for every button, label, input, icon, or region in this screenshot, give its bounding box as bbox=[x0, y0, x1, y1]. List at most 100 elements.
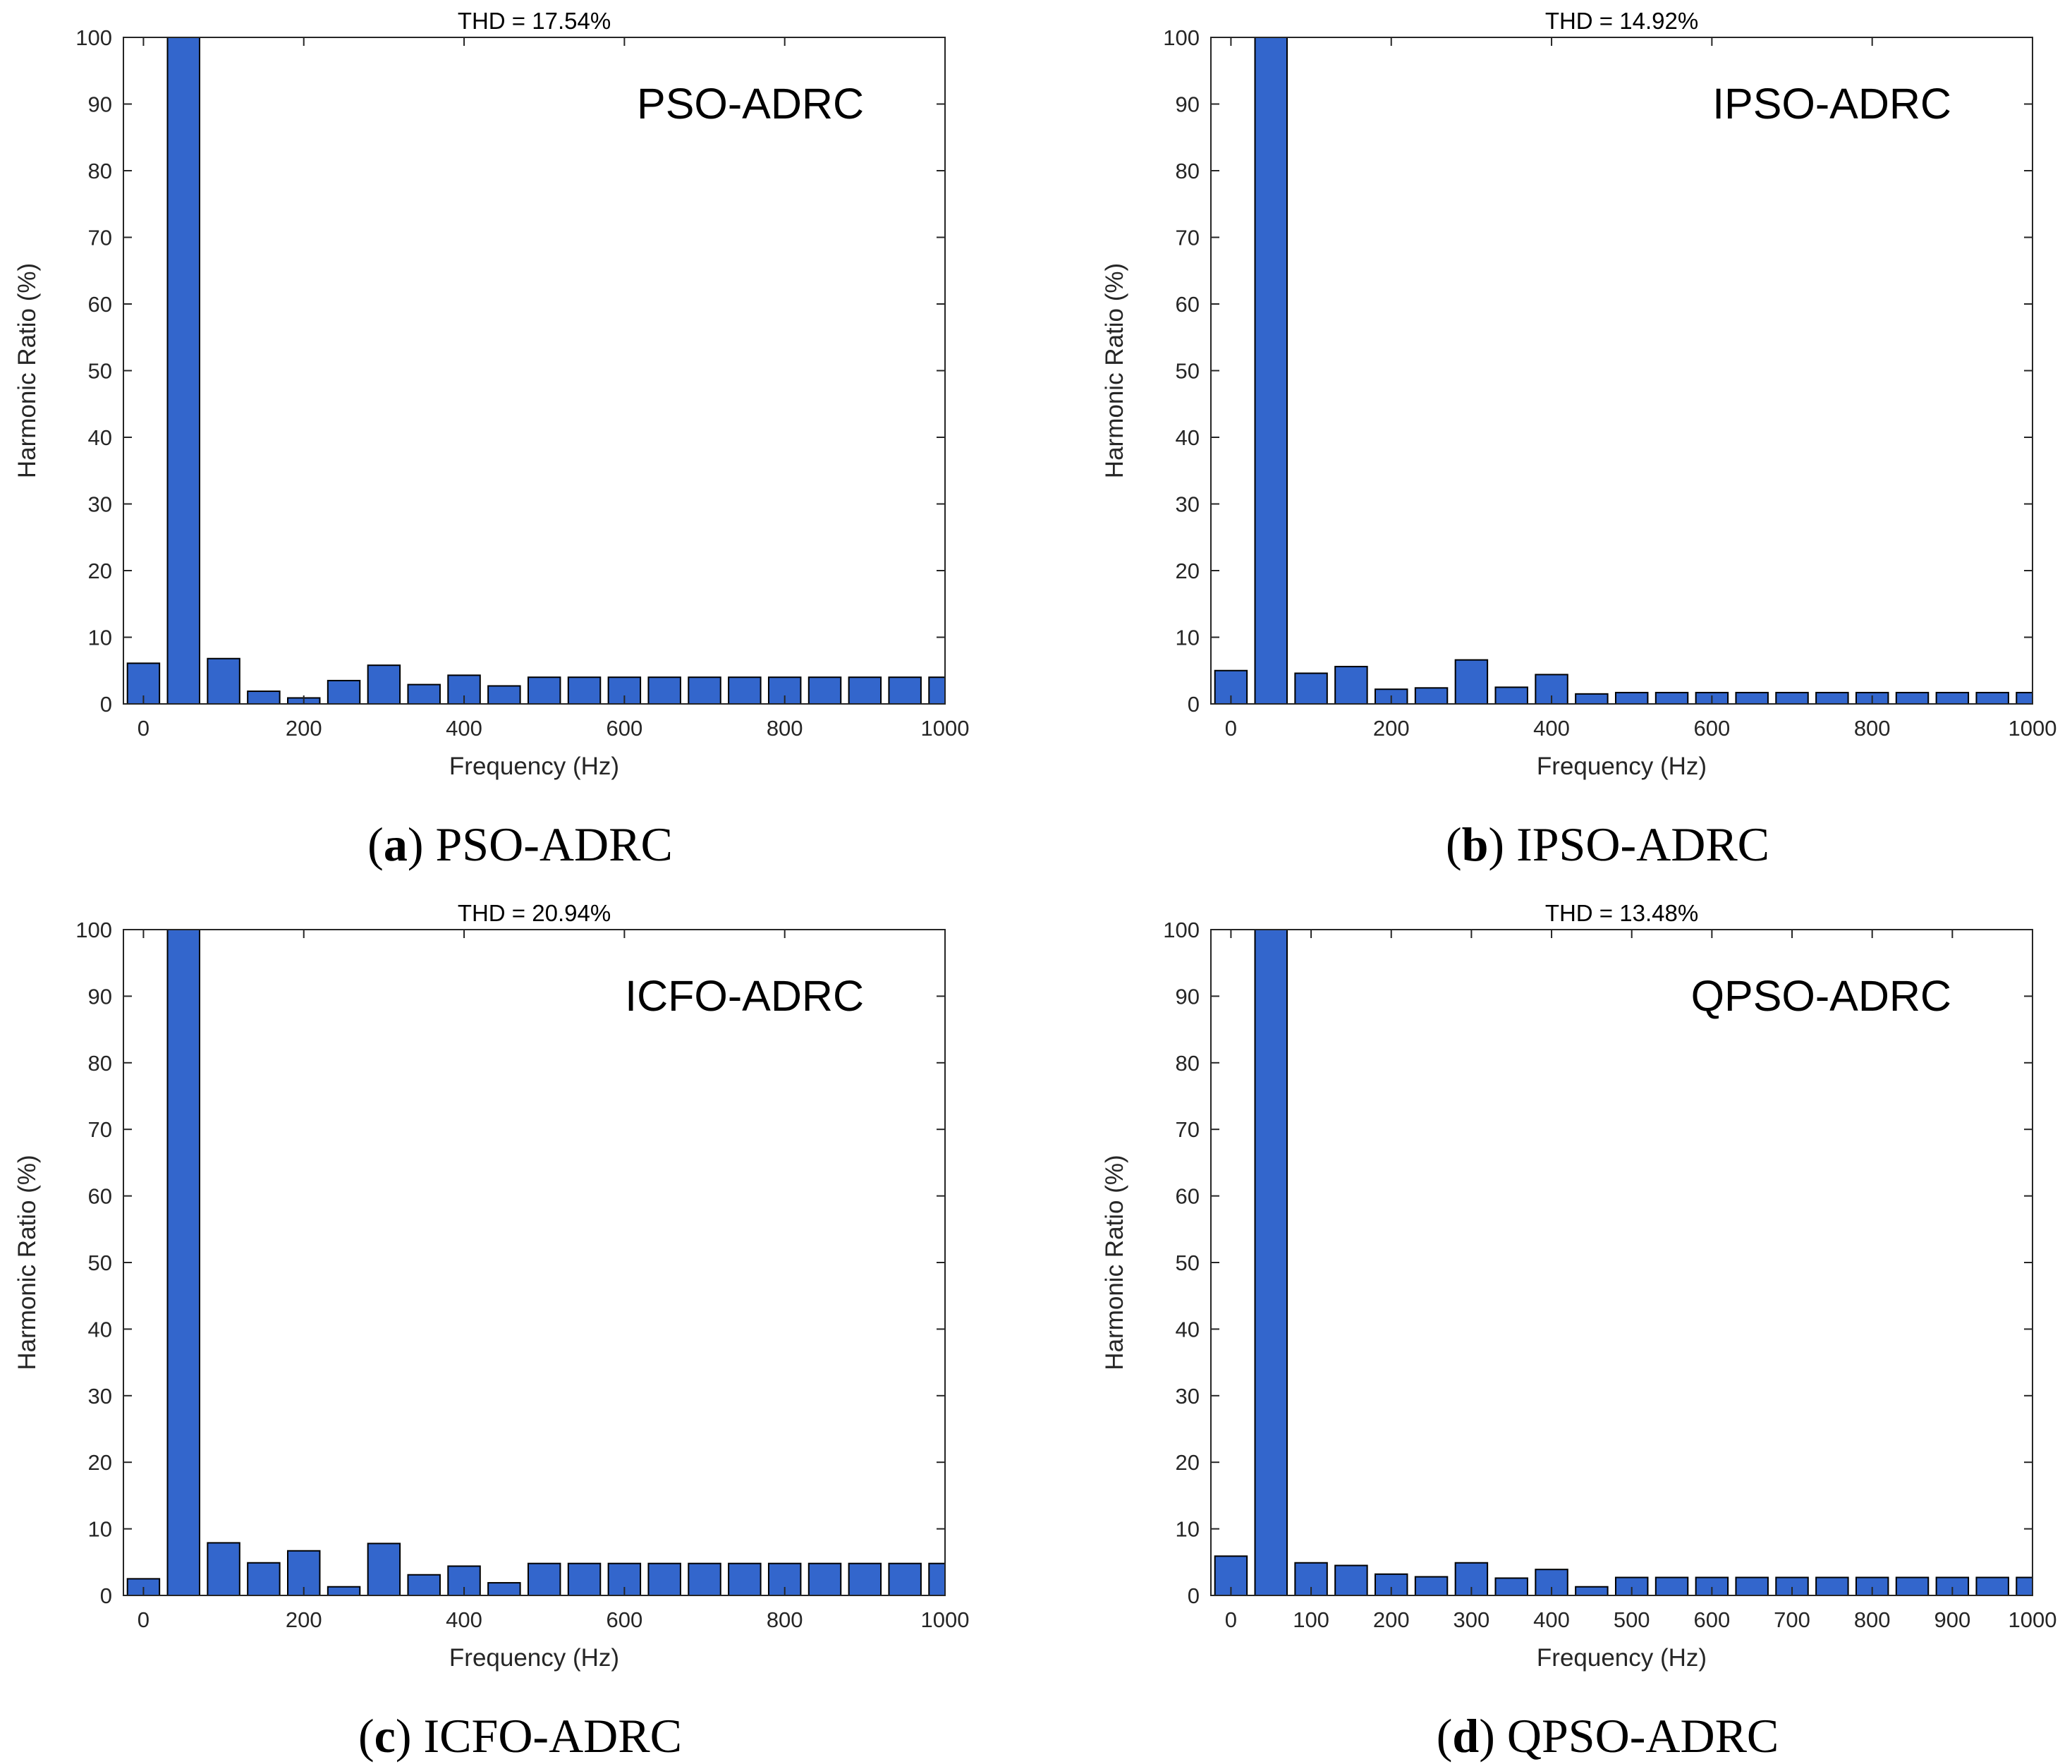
panel-caption: (b) IPSO-ADRC bbox=[1446, 817, 1769, 871]
harmonic-bar-300hz bbox=[367, 1543, 401, 1595]
y-tick-label: 20 bbox=[88, 1450, 112, 1475]
harmonic-bar-650hz bbox=[1735, 691, 1769, 704]
y-axis-ticks: 0 10 20 30 40 50 60 70 80 90 100 bbox=[75, 25, 945, 717]
harmonic-bar-850hz bbox=[808, 1562, 842, 1595]
y-tick-label: 60 bbox=[88, 292, 112, 317]
y-tick-label: 50 bbox=[1176, 1251, 1200, 1275]
y-tick-label: 30 bbox=[1176, 1384, 1200, 1409]
y-tick-label: 100 bbox=[75, 25, 112, 50]
plot-frame bbox=[123, 37, 946, 705]
bars-group bbox=[1214, 37, 2033, 704]
y-tick-label: 100 bbox=[1163, 918, 1200, 942]
y-tick-label: 60 bbox=[88, 1184, 112, 1209]
x-axis-ticks: 0 200 400 600 800 1000 bbox=[1225, 37, 2057, 741]
y-tick-label: 50 bbox=[88, 359, 112, 384]
plot-frame bbox=[123, 929, 946, 1596]
x-tick-label: 800 bbox=[1854, 1607, 1891, 1632]
panel-c: THD = 20.94% 0 200 400 600 800 1000 0 10 20 30 40… bbox=[13, 900, 969, 1763]
thd-title: THD = 20.94% bbox=[458, 900, 611, 926]
y-tick-label: 60 bbox=[1176, 1184, 1200, 1209]
x-tick-label: 0 bbox=[1225, 716, 1237, 741]
harmonic-bar-1000hz bbox=[2016, 691, 2033, 704]
y-tick-label: 100 bbox=[1163, 25, 1200, 50]
harmonic-bar-350hz bbox=[407, 683, 441, 704]
y-tick-label: 40 bbox=[1176, 425, 1200, 450]
harmonic-bar-900hz bbox=[848, 1562, 882, 1595]
x-tick-label: 300 bbox=[1454, 1607, 1490, 1632]
caption-text: QPSO-ADRC bbox=[1507, 1709, 1779, 1763]
thd-title: THD = 14.92% bbox=[1545, 8, 1698, 34]
x-tick-label: 100 bbox=[1293, 1607, 1329, 1632]
harmonic-bar-750hz bbox=[1815, 1576, 1849, 1595]
y-tick-label: 0 bbox=[100, 692, 112, 717]
x-axis-label: Frequency (Hz) bbox=[449, 1644, 619, 1672]
y-tick-label: 80 bbox=[1176, 1051, 1200, 1076]
panel-annotation: QPSO-ADRC bbox=[1691, 972, 1951, 1020]
x-axis-ticks: 0 200 400 600 800 1000 bbox=[138, 37, 969, 741]
x-tick-label: 1000 bbox=[2009, 716, 2057, 741]
harmonic-bar-900hz bbox=[1935, 1576, 1970, 1595]
harmonic-bar-150hz bbox=[247, 691, 281, 704]
y-tick-label: 0 bbox=[100, 1583, 112, 1608]
y-tick-label: 10 bbox=[88, 626, 112, 650]
panel-annotation: PSO-ADRC bbox=[637, 80, 864, 128]
harmonic-bar-950hz bbox=[888, 1562, 922, 1595]
harmonic-bar-350hz bbox=[1494, 1577, 1528, 1595]
panel-caption: (c) ICFO-ADRC bbox=[358, 1709, 682, 1763]
panel-annotation: ICFO-ADRC bbox=[625, 972, 864, 1020]
harmonic-bar-950hz bbox=[1975, 1576, 2009, 1595]
y-axis-label: Harmonic Ratio (%) bbox=[1101, 1155, 1128, 1370]
y-tick-label: 100 bbox=[75, 918, 112, 942]
caption-text: PSO-ADRC bbox=[435, 817, 672, 871]
y-tick-label: 80 bbox=[1176, 159, 1200, 183]
harmonic-bar-500hz bbox=[1614, 691, 1649, 704]
x-tick-label: 400 bbox=[446, 1607, 482, 1632]
x-tick-label: 600 bbox=[606, 716, 642, 741]
y-tick-label: 20 bbox=[1176, 559, 1200, 583]
bars-group bbox=[126, 930, 945, 1595]
x-tick-label: 200 bbox=[286, 1607, 322, 1632]
x-tick-label: 0 bbox=[1225, 1607, 1237, 1632]
harmonic-bar-550hz bbox=[1654, 691, 1689, 704]
harmonic-bar-150hz bbox=[247, 1562, 281, 1595]
x-tick-label: 900 bbox=[1934, 1607, 1970, 1632]
y-tick-label: 70 bbox=[88, 226, 112, 250]
panel-caption: (a) PSO-ADRC bbox=[367, 817, 673, 871]
harmonic-bar-1000hz bbox=[928, 676, 945, 704]
caption-letter: b bbox=[1462, 817, 1489, 871]
harmonic-bar-700hz bbox=[1775, 691, 1809, 704]
x-axis-ticks: 0 200 400 600 800 1000 bbox=[138, 930, 969, 1632]
y-axis-ticks: 0 10 20 30 40 50 60 70 80 90 100 bbox=[75, 918, 945, 1608]
harmonic-bar-500hz bbox=[527, 676, 561, 704]
panel-annotation: IPSO-ADRC bbox=[1712, 80, 1951, 128]
plot-frame bbox=[1210, 37, 2033, 705]
plot-frame bbox=[1210, 929, 2033, 1596]
harmonic-bar-550hz bbox=[1654, 1576, 1689, 1595]
y-tick-label: 50 bbox=[88, 1251, 112, 1275]
harmonic-bar-150hz bbox=[1334, 666, 1368, 704]
harmonic-bar-450hz bbox=[1575, 1586, 1609, 1595]
harmonic-bar-1000hz bbox=[2016, 1576, 2033, 1595]
harmonic-bar-50hz bbox=[1254, 930, 1288, 1595]
harmonic-bar-700hz bbox=[688, 1562, 721, 1595]
y-tick-label: 80 bbox=[88, 159, 112, 183]
harmonic-bar-50hz bbox=[166, 37, 200, 704]
x-tick-label: 400 bbox=[1533, 1607, 1570, 1632]
harmonic-bar-750hz bbox=[1815, 691, 1849, 704]
x-tick-label: 200 bbox=[1373, 716, 1410, 741]
harmonic-bar-350hz bbox=[1494, 686, 1528, 704]
y-axis-label: Harmonic Ratio (%) bbox=[1101, 263, 1128, 478]
thd-title: THD = 13.48% bbox=[1545, 900, 1698, 926]
y-tick-label: 0 bbox=[1188, 692, 1200, 717]
y-tick-label: 40 bbox=[1176, 1317, 1200, 1342]
harmonic-bar-400hz bbox=[447, 1565, 481, 1595]
harmonic-bar-300hz bbox=[367, 664, 401, 704]
caption-letter: d bbox=[1452, 1709, 1479, 1763]
x-tick-label: 800 bbox=[767, 1607, 803, 1632]
harmonic-bar-450hz bbox=[1575, 693, 1609, 704]
harmonic-bar-100hz bbox=[1294, 672, 1328, 704]
y-tick-label: 60 bbox=[1176, 292, 1200, 317]
harmonic-bar-250hz bbox=[327, 1586, 361, 1595]
y-axis-ticks: 0 10 20 30 40 50 60 70 80 90 100 bbox=[1163, 918, 2033, 1608]
y-tick-label: 10 bbox=[1176, 1517, 1200, 1542]
